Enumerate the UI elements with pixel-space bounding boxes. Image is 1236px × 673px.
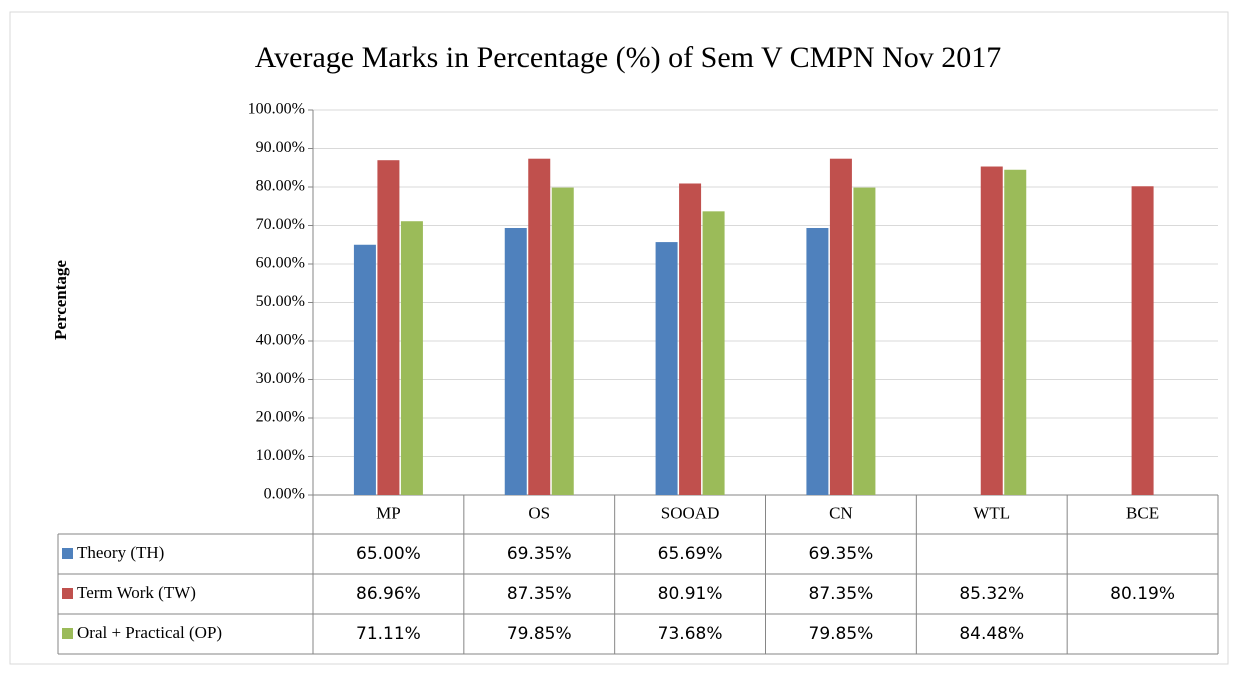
bar (1004, 169, 1027, 495)
y-tick-label: 0.00% (264, 486, 305, 503)
legend-swatch (62, 548, 73, 559)
chart-title: Average Marks in Percentage (%) of Sem V… (255, 41, 1002, 74)
x-tick-label: OS (528, 503, 550, 522)
table-cell: 86.96% (356, 584, 421, 604)
bar (528, 158, 551, 495)
legend-swatch (62, 628, 73, 639)
bar (829, 158, 852, 495)
table-cell: 80.91% (658, 584, 723, 604)
y-tick-label: 40.00% (256, 332, 305, 349)
y-tick-label: 20.00% (256, 409, 305, 426)
table-cell: 80.19% (1110, 584, 1175, 604)
table-cell: 79.85% (809, 624, 874, 644)
x-tick-label: CN (829, 503, 853, 522)
table-cell: 84.48% (959, 624, 1024, 644)
y-tick-label: 10.00% (256, 447, 305, 464)
table-cell: 87.35% (507, 584, 572, 604)
bar (353, 244, 376, 495)
table-cell: 73.68% (658, 624, 723, 644)
bar (806, 228, 829, 495)
x-tick-label: BCE (1126, 503, 1159, 522)
legend-label: Term Work (TW) (77, 583, 196, 602)
legend-swatch (62, 588, 73, 599)
x-tick-label: MP (376, 503, 401, 522)
bar (504, 228, 527, 495)
y-tick-label: 50.00% (256, 293, 305, 310)
table-cell: 79.85% (507, 624, 572, 644)
table-cell: 69.35% (507, 544, 572, 564)
table-cell: 65.00% (356, 544, 421, 564)
y-axis-label: Percentage (51, 260, 70, 340)
table-cell: 69.35% (809, 544, 874, 564)
bar (702, 211, 725, 495)
y-tick-label: 80.00% (256, 178, 305, 195)
bar (980, 166, 1003, 495)
bar (853, 187, 876, 495)
bar (551, 187, 574, 495)
y-tick-label: 30.00% (256, 370, 305, 387)
y-tick-label: 60.00% (256, 255, 305, 272)
legend-label: Theory (TH) (77, 543, 164, 562)
bar (1131, 186, 1154, 495)
table-cell: 65.69% (658, 544, 723, 564)
bar (679, 183, 702, 495)
bar (655, 242, 678, 495)
x-tick-label: SOOAD (661, 503, 720, 522)
bar (400, 221, 423, 495)
y-tick-label: 70.00% (256, 216, 305, 233)
table-cell: 71.11% (356, 624, 421, 644)
table-cell: 87.35% (809, 584, 874, 604)
table-cell: 85.32% (959, 584, 1024, 604)
bar (377, 160, 400, 496)
y-tick-label: 90.00% (256, 139, 305, 156)
x-tick-label: WTL (973, 503, 1010, 522)
legend-label: Oral + Practical (OP) (77, 623, 222, 642)
y-tick-label: 100.00% (248, 101, 305, 118)
